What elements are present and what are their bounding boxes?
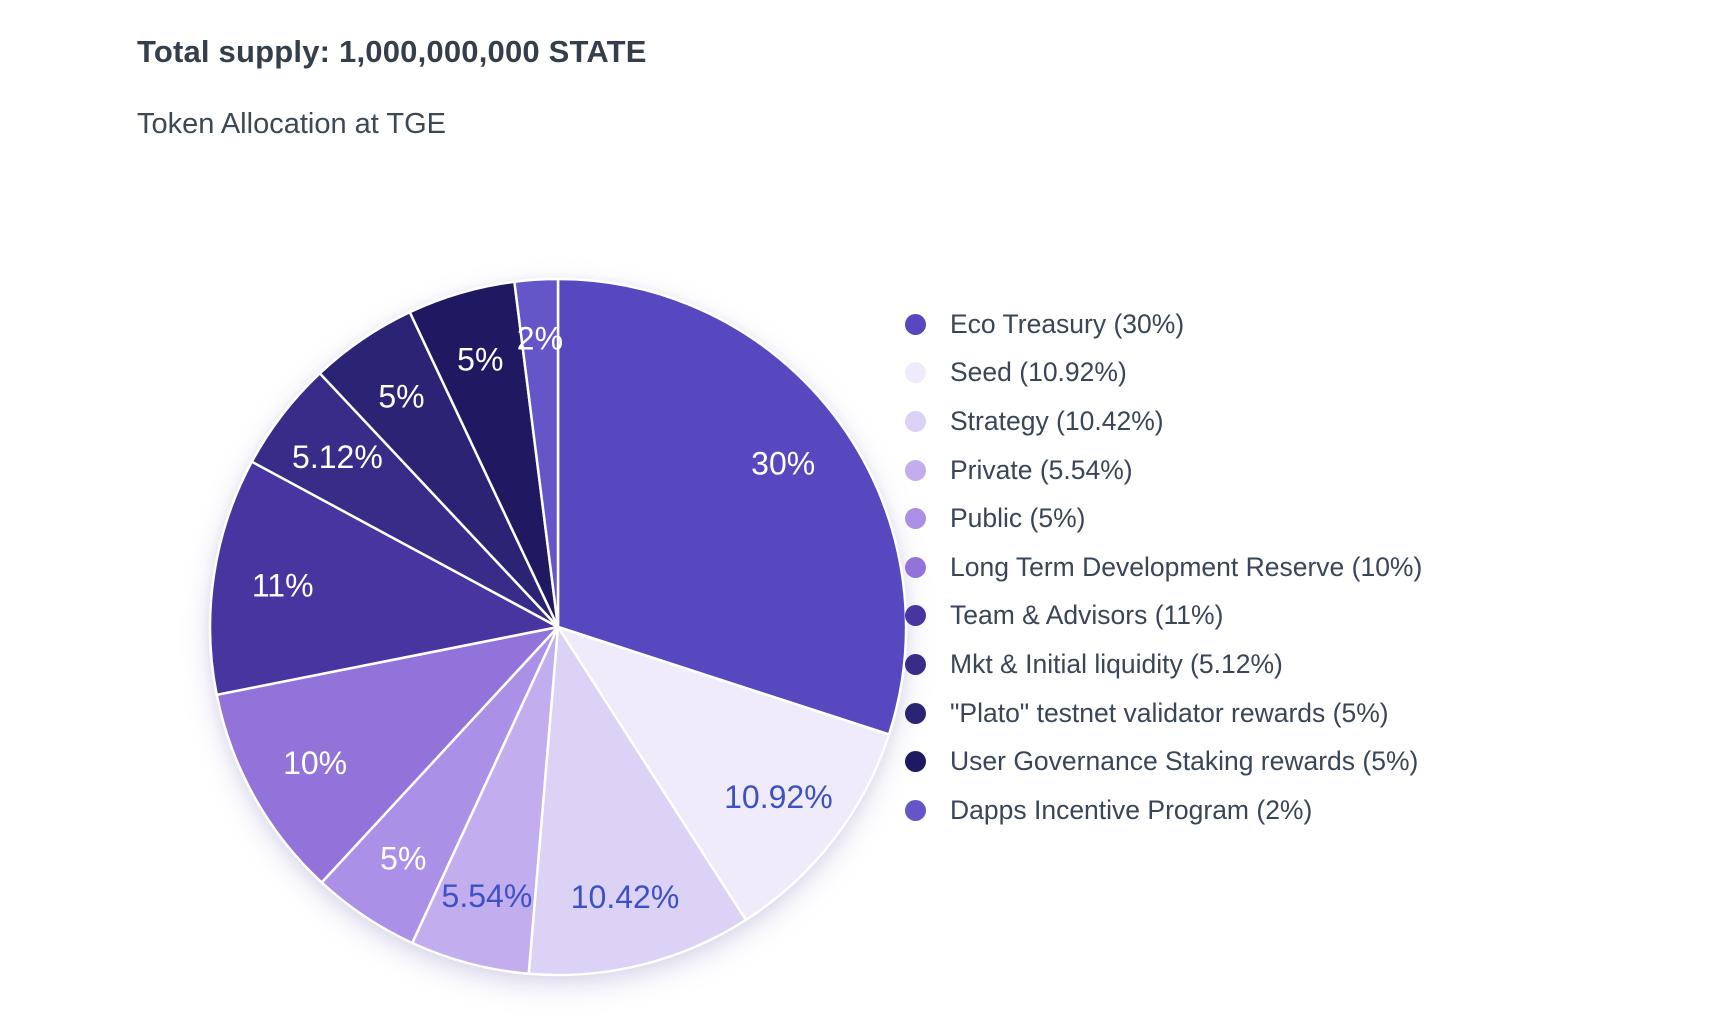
pie-slice-eco-treasury[interactable] <box>556 277 908 736</box>
legend-item-label: Strategy (10.42%) <box>950 405 1164 436</box>
legend-dot-icon <box>905 605 926 627</box>
legend-item-user-governance-staking-rewards[interactable]: User Governance Staking rewards (5%) <box>905 737 1422 786</box>
page-title: Total supply: 1,000,000,000 STATE <box>137 34 647 69</box>
pie-slice-dapps-incentive-program[interactable] <box>513 277 560 629</box>
legend-item-strategy[interactable]: Strategy (10.42%) <box>905 397 1422 446</box>
legend-item-label: Public (5%) <box>950 503 1086 534</box>
legend-dot-icon <box>905 653 926 675</box>
legend-dot-icon <box>905 362 926 384</box>
legend-item-label: Team & Advisors (11%) <box>950 600 1224 631</box>
legend-dot-icon <box>905 313 926 335</box>
legend-item-eco-treasury[interactable]: Eco Treasury (30%) <box>905 300 1422 349</box>
legend-item-long-term-development-reserve[interactable]: Long Term Development Reserve (10%) <box>905 543 1422 592</box>
legend-dot-icon <box>905 410 926 432</box>
legend-item-label: Dapps Incentive Program (2%) <box>950 794 1313 825</box>
legend-item-plato-testnet-validator-rewards[interactable]: "Plato" testnet validator rewards (5%) <box>905 689 1422 738</box>
legend-item-private[interactable]: Private (5.54%) <box>905 446 1422 495</box>
legend-item-seed[interactable]: Seed (10.92%) <box>905 349 1422 398</box>
legend-item-label: Long Term Development Reserve (10%) <box>950 551 1423 582</box>
pie-slice-strategy[interactable] <box>527 625 748 977</box>
legend-dot-icon <box>905 702 926 724</box>
legend-item-label: Private (5.54%) <box>950 454 1133 485</box>
pie-chart: 30%10.92%10.42%5.54%5%10%11%5.12%5%5%2% <box>208 277 908 977</box>
pie-slice-long-term-development-reserve[interactable] <box>215 625 560 884</box>
legend: Eco Treasury (30%) Seed (10.92%) Strategy … <box>905 300 1422 835</box>
legend-item-dapps-incentive-program[interactable]: Dapps Incentive Program (2%) <box>905 786 1422 835</box>
legend-item-label: User Governance Staking rewards (5%) <box>950 746 1419 777</box>
legend-item-label: "Plato" testnet validator rewards (5%) <box>950 697 1389 728</box>
legend-dot-icon <box>905 751 926 773</box>
legend-item-label: Seed (10.92%) <box>950 357 1127 388</box>
legend-item-label: Mkt & Initial liquidity (5.12%) <box>950 648 1283 679</box>
legend-dot-icon <box>905 508 926 530</box>
pie-slice-seed[interactable] <box>556 625 891 922</box>
legend-dot-icon <box>905 799 926 821</box>
pie-slice-team-advisors[interactable] <box>208 460 560 697</box>
legend-dot-icon <box>905 556 926 578</box>
legend-item-team-advisors[interactable]: Team & Advisors (11%) <box>905 592 1422 641</box>
legend-dot-icon <box>905 459 926 481</box>
legend-item-mkt-initial-liquidity[interactable]: Mkt & Initial liquidity (5.12%) <box>905 640 1422 689</box>
legend-item-public[interactable]: Public (5%) <box>905 494 1422 543</box>
pie-chart-container: 30% 10.92% 10.42% 5.54% 5% 10% 11% 5.12% 5% 5% 2% <box>207 276 909 978</box>
page-subtitle: Token Allocation at TGE <box>137 108 446 140</box>
legend-item-label: Eco Treasury (30%) <box>950 308 1185 339</box>
